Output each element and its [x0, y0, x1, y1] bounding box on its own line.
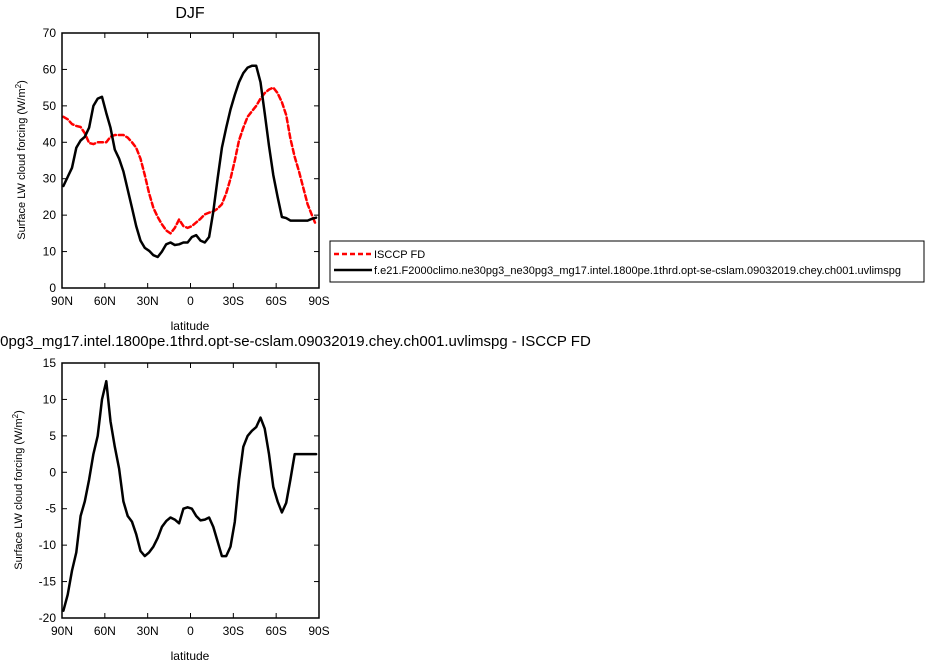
top-panel-title: DJF	[175, 5, 205, 22]
bottom-y-axis: -20 -15 -10 -5 0 5 10 15	[39, 356, 319, 625]
bottom-x-axis-label: latitude	[171, 649, 210, 663]
top-y-tick-label: 60	[43, 62, 57, 76]
top-x-tick-label: 60S	[265, 294, 286, 308]
bottom-series-line-0	[62, 379, 318, 612]
bottom-y-tick-label: -20	[39, 611, 57, 625]
top-x-tick-label: 90N	[51, 294, 73, 308]
bottom-panel-title: f.e21.F2000climo.ne30pg3_ne30pg3_mg17.in…	[0, 333, 591, 350]
top-y-tick-label: 0	[49, 281, 56, 295]
top-y-tick-label: 30	[43, 172, 57, 186]
bottom-y-tick-label: -15	[39, 575, 57, 589]
bottom-x-tick-label: 90S	[308, 624, 329, 638]
bottom-y-tick-label: 0	[49, 465, 56, 479]
bottom-y-tick-label: 15	[43, 356, 57, 370]
top-x-tick-label: 30S	[223, 294, 244, 308]
legend-label-isccp: ISCCP FD	[374, 249, 425, 261]
bottom-x-tick-label: 60N	[94, 624, 116, 638]
bottom-x-tick-label: 90N	[51, 624, 73, 638]
legend-box	[329, 240, 925, 283]
bottom-x-tick-label: 60S	[265, 624, 286, 638]
bottom-plot-frame	[61, 362, 320, 619]
top-x-tick-label: 60N	[94, 294, 116, 308]
top-x-tick-label: 30N	[137, 294, 159, 308]
top-plot-frame	[61, 32, 320, 289]
bottom-x-tick-label: 30S	[223, 624, 244, 638]
legend: ISCCP FD f.e21.F2000climo.ne30pg3_ne30pg…	[329, 240, 925, 283]
bottom-y-axis-label: Surface LW cloud forcing (W/m2)	[11, 410, 25, 570]
bottom-x-tick-label: 30N	[137, 624, 159, 638]
top-y-tick-label: 70	[43, 26, 57, 40]
top-y-axis: 0 10 20 30 40 50 60 70	[43, 26, 319, 295]
top-y-tick-label: 40	[43, 135, 57, 149]
top-series-line-1	[62, 64, 318, 259]
top-y-tick-label: 50	[43, 99, 57, 113]
bottom-y-tick-label: -5	[45, 502, 56, 516]
top-x-axis-label: latitude	[171, 319, 210, 333]
bottom-y-tick-label: -10	[39, 538, 57, 552]
legend-label-model: f.e21.F2000climo.ne30pg3_ne30pg3_mg17.in…	[374, 265, 901, 277]
bottom-y-tick-label: 5	[49, 429, 56, 443]
bottom-x-tick-label: 0	[187, 624, 194, 638]
bottom-y-tick-label: 10	[43, 392, 57, 406]
top-y-tick-label: 20	[43, 208, 57, 222]
top-y-tick-label: 10	[43, 245, 57, 259]
bottom-plot-area	[62, 379, 318, 612]
top-x-tick-label: 90S	[308, 294, 329, 308]
top-x-tick-label: 0	[187, 294, 194, 308]
top-plot-area	[62, 64, 318, 259]
top-x-axis: 90N 60N 30N 0 30S 60S 90S	[51, 33, 330, 308]
top-series-line-0	[62, 86, 318, 235]
top-y-axis-label: Surface LW cloud forcing (W/m2)	[14, 80, 28, 240]
bottom-panel: f.e21.F2000climo.ne30pg3_ne30pg3_mg17.in…	[0, 333, 591, 663]
